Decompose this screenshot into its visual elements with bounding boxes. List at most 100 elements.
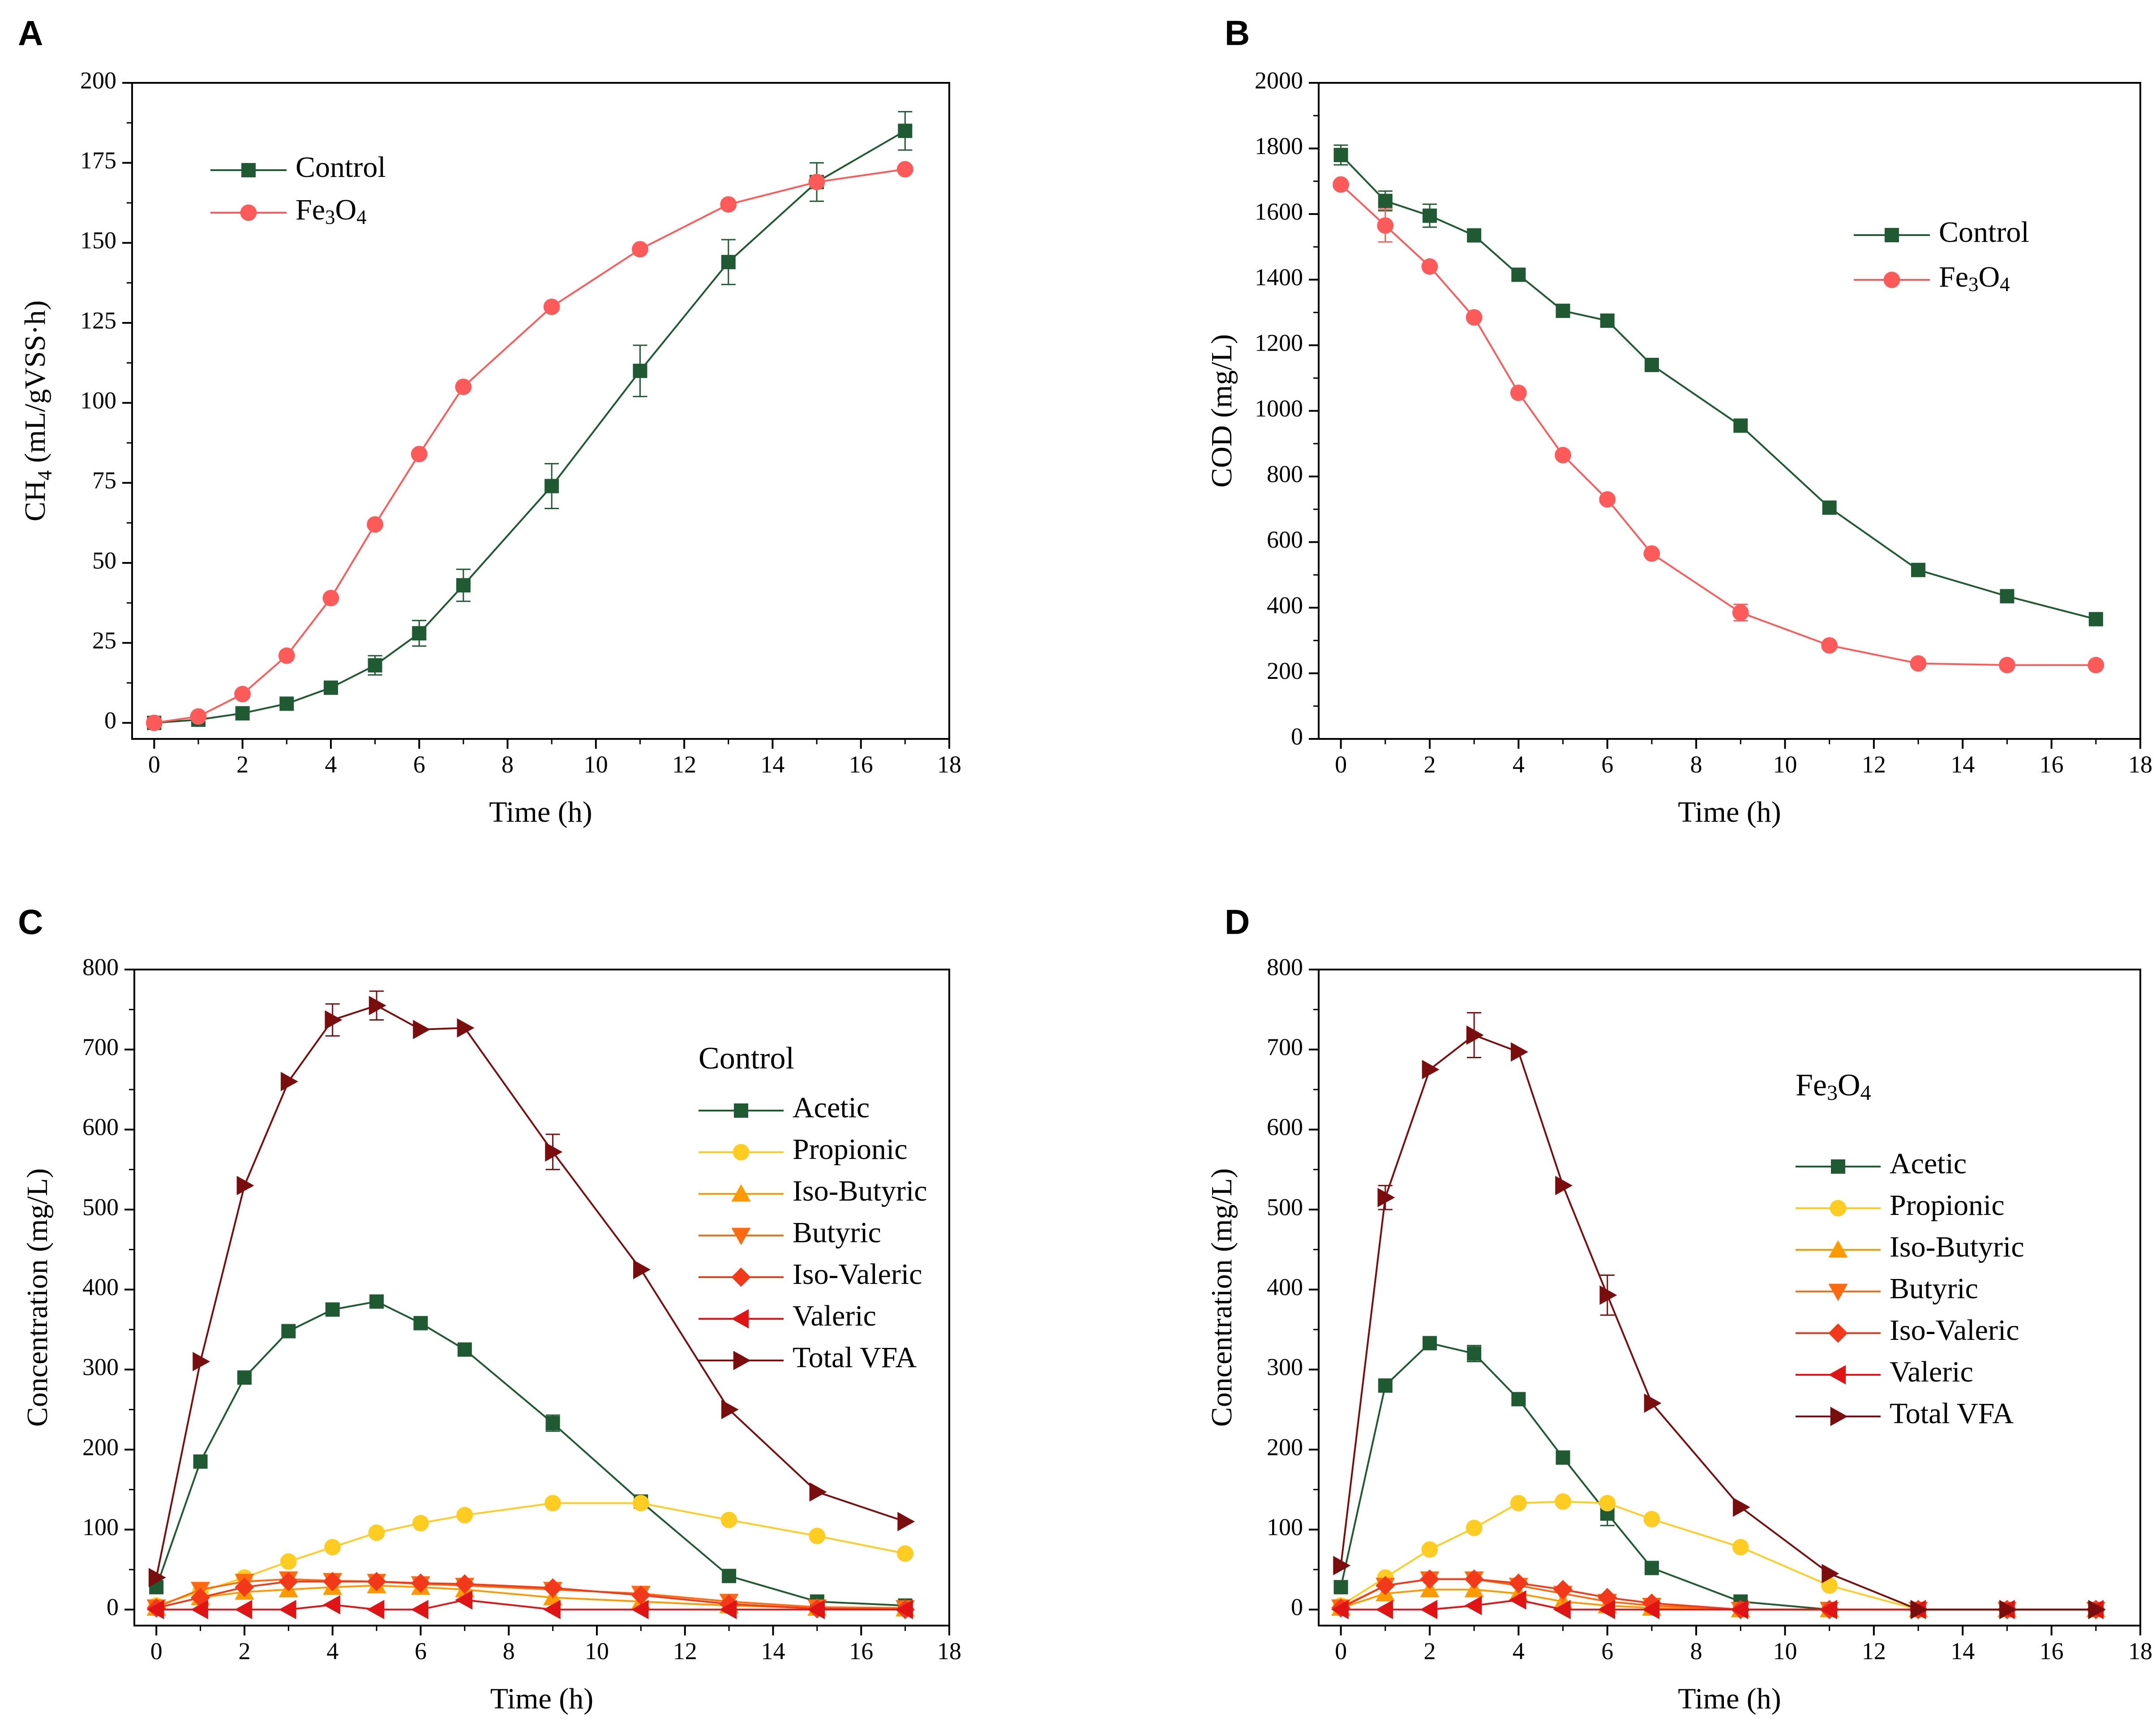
x-tick-label: 2: [1423, 751, 1436, 778]
legend-marker: [1828, 1323, 1848, 1343]
y-tick-label: 1600: [1255, 198, 1303, 225]
x-axis-label: Time (h): [1678, 796, 1781, 828]
y-tick-label: 200: [1267, 1433, 1303, 1460]
data-point: [1732, 604, 1749, 621]
data-point: [1999, 657, 2015, 674]
data-point: [1820, 1600, 1837, 1619]
data-point: [234, 686, 251, 703]
series-acetic: [1333, 1336, 2103, 1617]
data-point: [2088, 1600, 2106, 1619]
data-point: [2087, 657, 2105, 674]
data-point: [1644, 357, 1659, 372]
series-valeric: [146, 1590, 913, 1619]
legend-label: Butyric: [1890, 1272, 1978, 1305]
data-point: [1510, 1495, 1527, 1512]
x-tick-label: 6: [1601, 751, 1613, 778]
y-axis-label: COD (mg/L): [1205, 334, 1238, 488]
data-point: [457, 1018, 475, 1038]
data-point: [279, 1600, 296, 1619]
data-point: [325, 1010, 343, 1030]
y-tick-label: 1400: [1255, 264, 1303, 291]
panel-C: C 0 2 4 6 8 10 12 14 16 18 0 100 200 300 400 500 600 700 80…: [18, 902, 961, 1715]
x-tick-label: 4: [325, 751, 337, 778]
data-point: [455, 1590, 473, 1610]
data-point: [1422, 1060, 1440, 1079]
legend-label: Valeric: [793, 1300, 876, 1332]
data-point: [367, 516, 383, 533]
y-axis-label: Concentration (mg/L): [21, 1168, 54, 1427]
x-tick-label: 14: [760, 751, 784, 778]
x-tick-label: 18: [2128, 751, 2152, 778]
y-tick-label: 400: [1267, 592, 1303, 618]
y-axis-label: Concentration (mg/L): [1205, 1168, 1238, 1427]
data-point: [1509, 1573, 1528, 1593]
data-point: [413, 1020, 431, 1039]
legend-marker: [1831, 1159, 1845, 1174]
data-point: [1599, 1495, 1616, 1512]
y-tick-label: 1000: [1255, 395, 1303, 422]
data-point: [324, 1539, 341, 1556]
data-point: [1466, 309, 1483, 326]
data-point: [2000, 589, 2015, 604]
x-tick-label: 12: [1862, 1638, 1886, 1665]
y-tick-label: 800: [82, 953, 119, 980]
legend-label: Total VFA: [793, 1341, 917, 1374]
data-point: [1556, 1450, 1570, 1465]
y-tick-label: 500: [82, 1193, 119, 1220]
data-point: [1511, 267, 1526, 282]
legend-marker: [1828, 1240, 1848, 1258]
legend-label: Valeric: [1890, 1356, 1973, 1388]
y-tick-label: 700: [82, 1034, 119, 1060]
y-tick-label: 600: [82, 1114, 119, 1141]
legend-label: Acetic: [1890, 1147, 1967, 1180]
series-iso-valeric: [146, 1572, 915, 1619]
legend-marker: [731, 1309, 749, 1329]
data-point: [1376, 1600, 1393, 1619]
x-tick-label: 0: [1335, 1638, 1347, 1665]
data-point: [543, 1600, 561, 1619]
x-tick-label: 12: [673, 1638, 697, 1665]
data-point: [897, 1512, 915, 1532]
data-point: [411, 446, 428, 463]
y-axis-label: CH4 (mL/gVSS·h): [19, 300, 56, 522]
data-point: [543, 1578, 563, 1598]
data-point: [1910, 655, 1927, 672]
data-point: [1733, 1497, 1750, 1517]
y-tick-label: 150: [80, 227, 116, 254]
legend: Control Fe3O4: [210, 151, 386, 228]
y-tick-label: 100: [82, 1514, 119, 1540]
legend: Control Acetic Propionic Iso-Butyric Butyric…: [699, 1041, 927, 1374]
data-point: [457, 1342, 472, 1357]
y-tick-label: 400: [1267, 1274, 1303, 1300]
data-point: [190, 708, 207, 725]
data-point: [148, 1568, 166, 1588]
data-point: [1376, 1576, 1395, 1596]
data-point: [1467, 1346, 1482, 1361]
data-point: [280, 1553, 297, 1570]
data-point: [1333, 176, 1349, 193]
x-tick-label: 0: [148, 751, 160, 778]
data-point: [1421, 1541, 1438, 1558]
y-tick-label: 175: [80, 147, 116, 174]
data-point: [278, 647, 295, 664]
data-point: [1509, 1590, 1526, 1610]
legend-marker: [1828, 1283, 1848, 1301]
data-point: [281, 1072, 298, 1091]
x-tick-label: 6: [415, 1638, 427, 1665]
y-tick-label: 400: [82, 1274, 119, 1300]
data-point: [1331, 1600, 1349, 1619]
data-point: [809, 1528, 826, 1545]
y-tick-label: 50: [92, 547, 116, 574]
data-point: [1821, 637, 1838, 654]
legend-marker: [1828, 1365, 1846, 1385]
x-tick-label: 8: [503, 1638, 515, 1665]
data-point: [1644, 1393, 1662, 1413]
y-tick-label: 800: [1267, 953, 1303, 980]
legend-marker: [1883, 271, 1900, 288]
legend-label: Iso-Valeric: [1890, 1314, 2019, 1347]
data-point: [897, 1545, 914, 1562]
legend-label: Acetic: [793, 1091, 870, 1124]
series-line: [1340, 1342, 2096, 1611]
data-point: [808, 174, 825, 190]
legend-title: Control: [699, 1041, 794, 1076]
